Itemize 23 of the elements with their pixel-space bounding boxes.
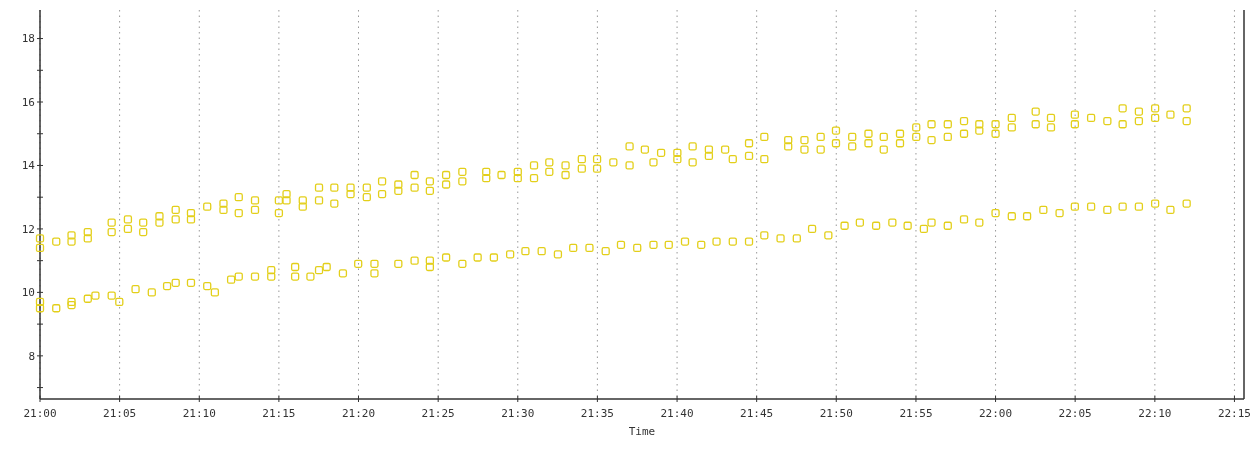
x-axis-title: Time	[628, 425, 656, 438]
y-tick-label: 10	[21, 286, 35, 300]
x-tick-label: 21:20	[341, 407, 376, 420]
x-tick-label: 21:45	[740, 407, 774, 420]
x-tick-label: 21:50	[819, 407, 853, 420]
x-tick-label: 21:05	[103, 407, 137, 420]
x-tick-label: 21:00	[23, 407, 57, 420]
y-tick-label: 18	[21, 32, 35, 46]
x-tick-label: 22:15	[1217, 407, 1252, 420]
y-tick-label: 16	[21, 95, 35, 109]
x-tick-label: 21:40	[660, 407, 694, 420]
x-tick-label: 22:05	[1058, 407, 1092, 420]
x-tick-label: 21:55	[899, 407, 933, 420]
x-tick-label: 21:10	[182, 407, 216, 420]
x-tick-label: 21:15	[262, 407, 296, 420]
y-tick-label: 12	[21, 222, 35, 236]
y-tick-label: 14	[21, 159, 36, 173]
x-tick-label: 21:35	[580, 407, 614, 420]
x-tick-label: 22:00	[978, 407, 1013, 420]
x-tick-label: 21:30	[501, 407, 535, 420]
y-tick-label: 8	[28, 349, 35, 363]
x-tick-label: 21:25	[421, 407, 455, 420]
x-tick-label: 22:10	[1138, 407, 1172, 420]
